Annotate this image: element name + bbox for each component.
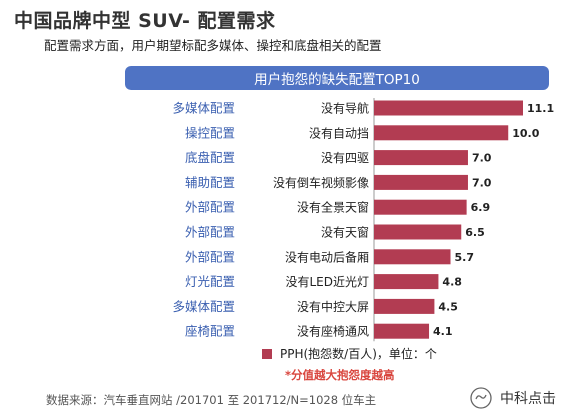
chart-legend: PPH(抱怨数/百人)，单位：个 (262, 345, 437, 362)
group-label: 灯光配置 (185, 274, 235, 289)
group-label: 底盘配置 (185, 150, 235, 165)
bar-value-label: 11.1 (527, 102, 554, 115)
category-label: 没有导航 (321, 101, 369, 116)
group-label: 座椅配置 (185, 324, 235, 339)
group-label: 多媒体配置 (172, 101, 235, 116)
bar (374, 274, 439, 290)
bar-value-label: 4.1 (433, 325, 453, 338)
group-label: 外部配置 (185, 249, 235, 264)
category-label: 没有中控大屏 (297, 299, 369, 314)
bar (374, 249, 451, 265)
group-label: 多媒体配置 (172, 299, 235, 314)
watermark: 中科点击 (470, 387, 556, 409)
bar (374, 298, 435, 314)
chart-title-banner: 用户抱怨的缺失配置TOP10 (125, 66, 549, 90)
category-label: 没有电动后备厢 (285, 249, 369, 264)
bar-value-label: 7.0 (472, 152, 492, 165)
group-label: 外部配置 (185, 200, 235, 215)
chart-note: *分值越大抱怨度越高 (285, 368, 395, 382)
category-label: 没有LED近光灯 (285, 274, 369, 289)
page-title: 中国品牌中型 SUV- 配置需求 (14, 10, 276, 32)
category-label: 没有四驱 (321, 150, 369, 165)
bar (374, 125, 509, 141)
bar (374, 174, 468, 190)
category-label: 没有天窗 (321, 225, 369, 240)
bar-value-label: 10.0 (512, 127, 539, 140)
bar (374, 150, 468, 166)
category-label: 没有自动挡 (309, 125, 369, 140)
legend-label: PPH(抱怨数/百人)，单位：个 (280, 347, 437, 361)
bar (374, 100, 523, 116)
bar-value-label: 5.7 (455, 251, 475, 264)
watermark-text: 中科点击 (500, 391, 556, 407)
bar (374, 224, 462, 240)
legend-swatch (262, 348, 272, 359)
bar-value-label: 6.5 (465, 226, 485, 239)
group-label: 操控配置 (185, 125, 235, 140)
category-label: 没有座椅通风 (297, 324, 369, 339)
page-subtitle: 配置需求方面，用户期望标配多媒体、操控和底盘相关的配置 (44, 38, 382, 53)
data-source: 数据来源：汽车垂直网站 /201701 至 201712/N=1028 位车主 (46, 393, 377, 407)
bar-value-label: 4.5 (438, 300, 458, 313)
group-label: 外部配置 (185, 225, 235, 240)
wechat-icon (470, 387, 492, 409)
bar (374, 199, 467, 215)
bar-value-label: 4.8 (442, 276, 462, 289)
bar (374, 323, 430, 339)
bar-value-label: 7.0 (472, 176, 492, 189)
category-label: 没有倒车视频影像 (273, 175, 369, 190)
bar-value-label: 6.9 (471, 201, 491, 214)
group-label: 辅助配置 (185, 175, 235, 190)
category-label: 没有全景天窗 (297, 200, 369, 215)
